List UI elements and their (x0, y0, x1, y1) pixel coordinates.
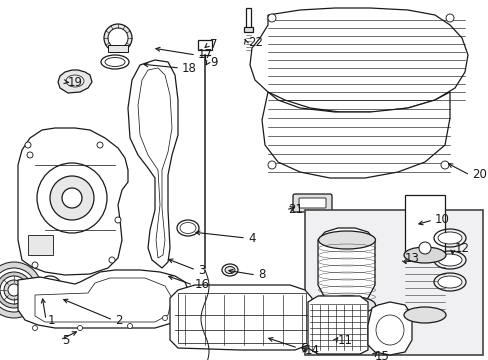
Circle shape (37, 163, 107, 233)
Text: 6: 6 (299, 342, 307, 355)
Text: 19: 19 (68, 76, 83, 89)
Circle shape (77, 325, 82, 330)
Circle shape (162, 315, 167, 320)
Ellipse shape (105, 58, 125, 67)
Bar (178, 293, 305, 343)
Circle shape (418, 242, 430, 254)
Circle shape (0, 262, 42, 318)
Circle shape (0, 276, 28, 304)
Text: 16: 16 (195, 279, 209, 292)
Text: 7: 7 (209, 39, 217, 51)
Circle shape (97, 142, 103, 148)
Circle shape (47, 285, 53, 291)
Text: 1: 1 (48, 314, 55, 327)
FancyBboxPatch shape (298, 198, 325, 208)
Circle shape (104, 24, 132, 52)
Text: 20: 20 (471, 168, 486, 181)
Text: 8: 8 (258, 269, 265, 282)
Text: 3: 3 (198, 264, 205, 276)
Text: 2: 2 (115, 314, 122, 327)
Circle shape (179, 297, 184, 302)
Circle shape (445, 14, 453, 22)
Bar (245, 8, 250, 30)
Polygon shape (128, 60, 178, 268)
Text: 15: 15 (374, 350, 389, 360)
Ellipse shape (403, 247, 445, 263)
Text: 22: 22 (247, 36, 263, 49)
Text: 9: 9 (209, 55, 217, 68)
Circle shape (43, 281, 57, 295)
Text: 17: 17 (198, 49, 213, 62)
Text: 14: 14 (305, 343, 319, 356)
Circle shape (0, 272, 32, 308)
Text: 5: 5 (62, 333, 69, 346)
Circle shape (127, 324, 132, 328)
Bar (404, 195, 444, 255)
Ellipse shape (222, 264, 238, 276)
Text: 12: 12 (454, 242, 469, 255)
Text: 21: 21 (287, 203, 303, 216)
Circle shape (4, 280, 24, 300)
Bar (305, 210, 482, 355)
Bar (108, 45, 128, 52)
Polygon shape (170, 285, 311, 350)
Text: 18: 18 (182, 62, 197, 75)
Ellipse shape (224, 266, 235, 274)
Text: 11: 11 (337, 333, 352, 346)
FancyBboxPatch shape (292, 194, 331, 212)
Ellipse shape (437, 276, 461, 288)
Circle shape (109, 257, 115, 263)
Text: 13: 13 (404, 252, 419, 265)
Bar (244, 27, 252, 32)
Circle shape (8, 284, 20, 296)
Polygon shape (307, 296, 367, 354)
Circle shape (27, 152, 33, 158)
Ellipse shape (403, 307, 445, 323)
Polygon shape (317, 228, 374, 305)
Ellipse shape (318, 231, 375, 249)
Circle shape (32, 262, 38, 268)
Polygon shape (367, 302, 411, 355)
Circle shape (62, 188, 82, 208)
Circle shape (267, 161, 275, 169)
Circle shape (115, 217, 121, 223)
Ellipse shape (437, 254, 461, 266)
Text: 4: 4 (247, 231, 255, 244)
Ellipse shape (437, 232, 461, 244)
Polygon shape (262, 92, 449, 178)
Bar (28, 235, 53, 255)
Bar (198, 40, 212, 50)
Circle shape (25, 142, 31, 148)
Polygon shape (58, 70, 92, 93)
Polygon shape (18, 270, 190, 328)
Circle shape (267, 14, 275, 22)
Circle shape (32, 325, 38, 330)
Circle shape (0, 268, 36, 312)
Polygon shape (249, 8, 467, 112)
Circle shape (440, 161, 448, 169)
Ellipse shape (318, 296, 375, 314)
Text: 10: 10 (434, 213, 449, 226)
Polygon shape (18, 128, 128, 275)
Circle shape (108, 28, 128, 48)
Circle shape (50, 176, 94, 220)
Circle shape (38, 276, 62, 300)
